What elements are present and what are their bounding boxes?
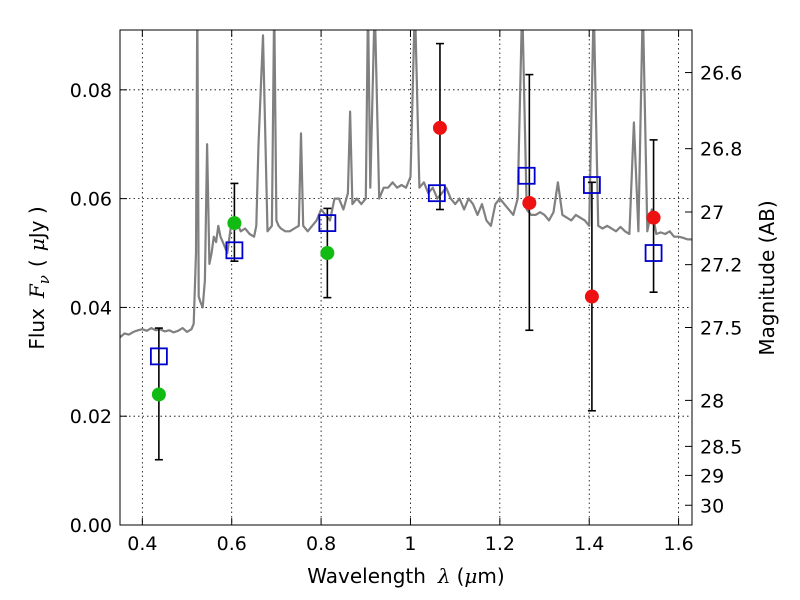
- model-square-point: [318, 214, 337, 233]
- y-tick-label: 0.02: [70, 406, 112, 428]
- y-axis-title-subscript: ν: [35, 275, 53, 284]
- model-square-point: [583, 176, 601, 194]
- y2-tick-label: 28.5: [700, 436, 742, 458]
- y-axis-title-unit-open: (: [25, 259, 49, 267]
- y-axis-title-symbol: F: [25, 283, 49, 299]
- model-square-point: [427, 184, 446, 203]
- y2-tick-label: 27.5: [700, 318, 742, 340]
- y-axis-title-unit-mu: μ: [25, 238, 49, 251]
- model-square-point: [644, 244, 663, 262]
- y-tick-label: 0.00: [70, 515, 112, 537]
- x-tick-label: 1.4: [574, 533, 604, 555]
- y-tick-label: 0.04: [70, 297, 112, 319]
- x-axis-title-text: Wavelength: [307, 564, 426, 588]
- x-axis-title-unit-rest: m): [477, 564, 504, 588]
- model-square-point: [149, 347, 168, 366]
- y-tick-label: 0.08: [70, 80, 112, 102]
- spectrum-line: [120, 30, 692, 339]
- x-axis-title: Wavelength λ (μm): [307, 564, 504, 588]
- model-square-point: [225, 241, 244, 260]
- observed-red-point: [584, 289, 599, 304]
- y2-tick-label: 26.6: [700, 63, 742, 85]
- y2-tick-label: 26.8: [700, 139, 742, 161]
- observed-green-point: [151, 387, 166, 402]
- x-tick-label: 1.6: [663, 533, 693, 555]
- y-axis-title: Flux Fν ( μJy ): [25, 206, 53, 349]
- observed-red-point: [522, 195, 537, 210]
- y2-axis-title: Magnitude (AB): [755, 200, 779, 355]
- y-axis-title-text: Flux: [25, 308, 49, 350]
- y2-tick-label: 27.2: [700, 255, 742, 277]
- x-axis-title-symbol: λ: [437, 564, 451, 588]
- x-axis-title-unit-open: (: [457, 564, 465, 588]
- ticks: 0.4 0.6 0.8 1 1.2 1.4 1.6 0.00 0.02 0.04 0.06 0.08 2…: [70, 30, 742, 555]
- y2-tick-label: 27: [700, 202, 724, 224]
- x-axis-title-unit-mu: μ: [464, 564, 477, 588]
- x-tick-label: 0.6: [217, 533, 247, 555]
- y2-tick-label: 28: [700, 390, 724, 412]
- y-tick-label: 0.06: [70, 189, 112, 211]
- model-square-point: [517, 166, 536, 185]
- marker-layer: [149, 120, 663, 402]
- plot-frame: [119, 29, 693, 526]
- y-axis-title-unit-rest: Jy ): [25, 206, 49, 240]
- y2-tick-label: 29: [700, 465, 724, 487]
- x-tick-label: 1.2: [485, 533, 515, 555]
- x-tick-label: 0.8: [306, 533, 336, 555]
- x-tick-label: 0.4: [127, 533, 157, 555]
- x-tick-label: 1: [404, 533, 416, 555]
- observed-green-point: [227, 216, 242, 231]
- observed-red-point: [646, 210, 661, 225]
- spectrum-layer: [120, 30, 692, 339]
- y2-tick-label: 30: [700, 495, 724, 517]
- observed-green-point: [320, 246, 335, 261]
- observed-red-point: [432, 120, 447, 135]
